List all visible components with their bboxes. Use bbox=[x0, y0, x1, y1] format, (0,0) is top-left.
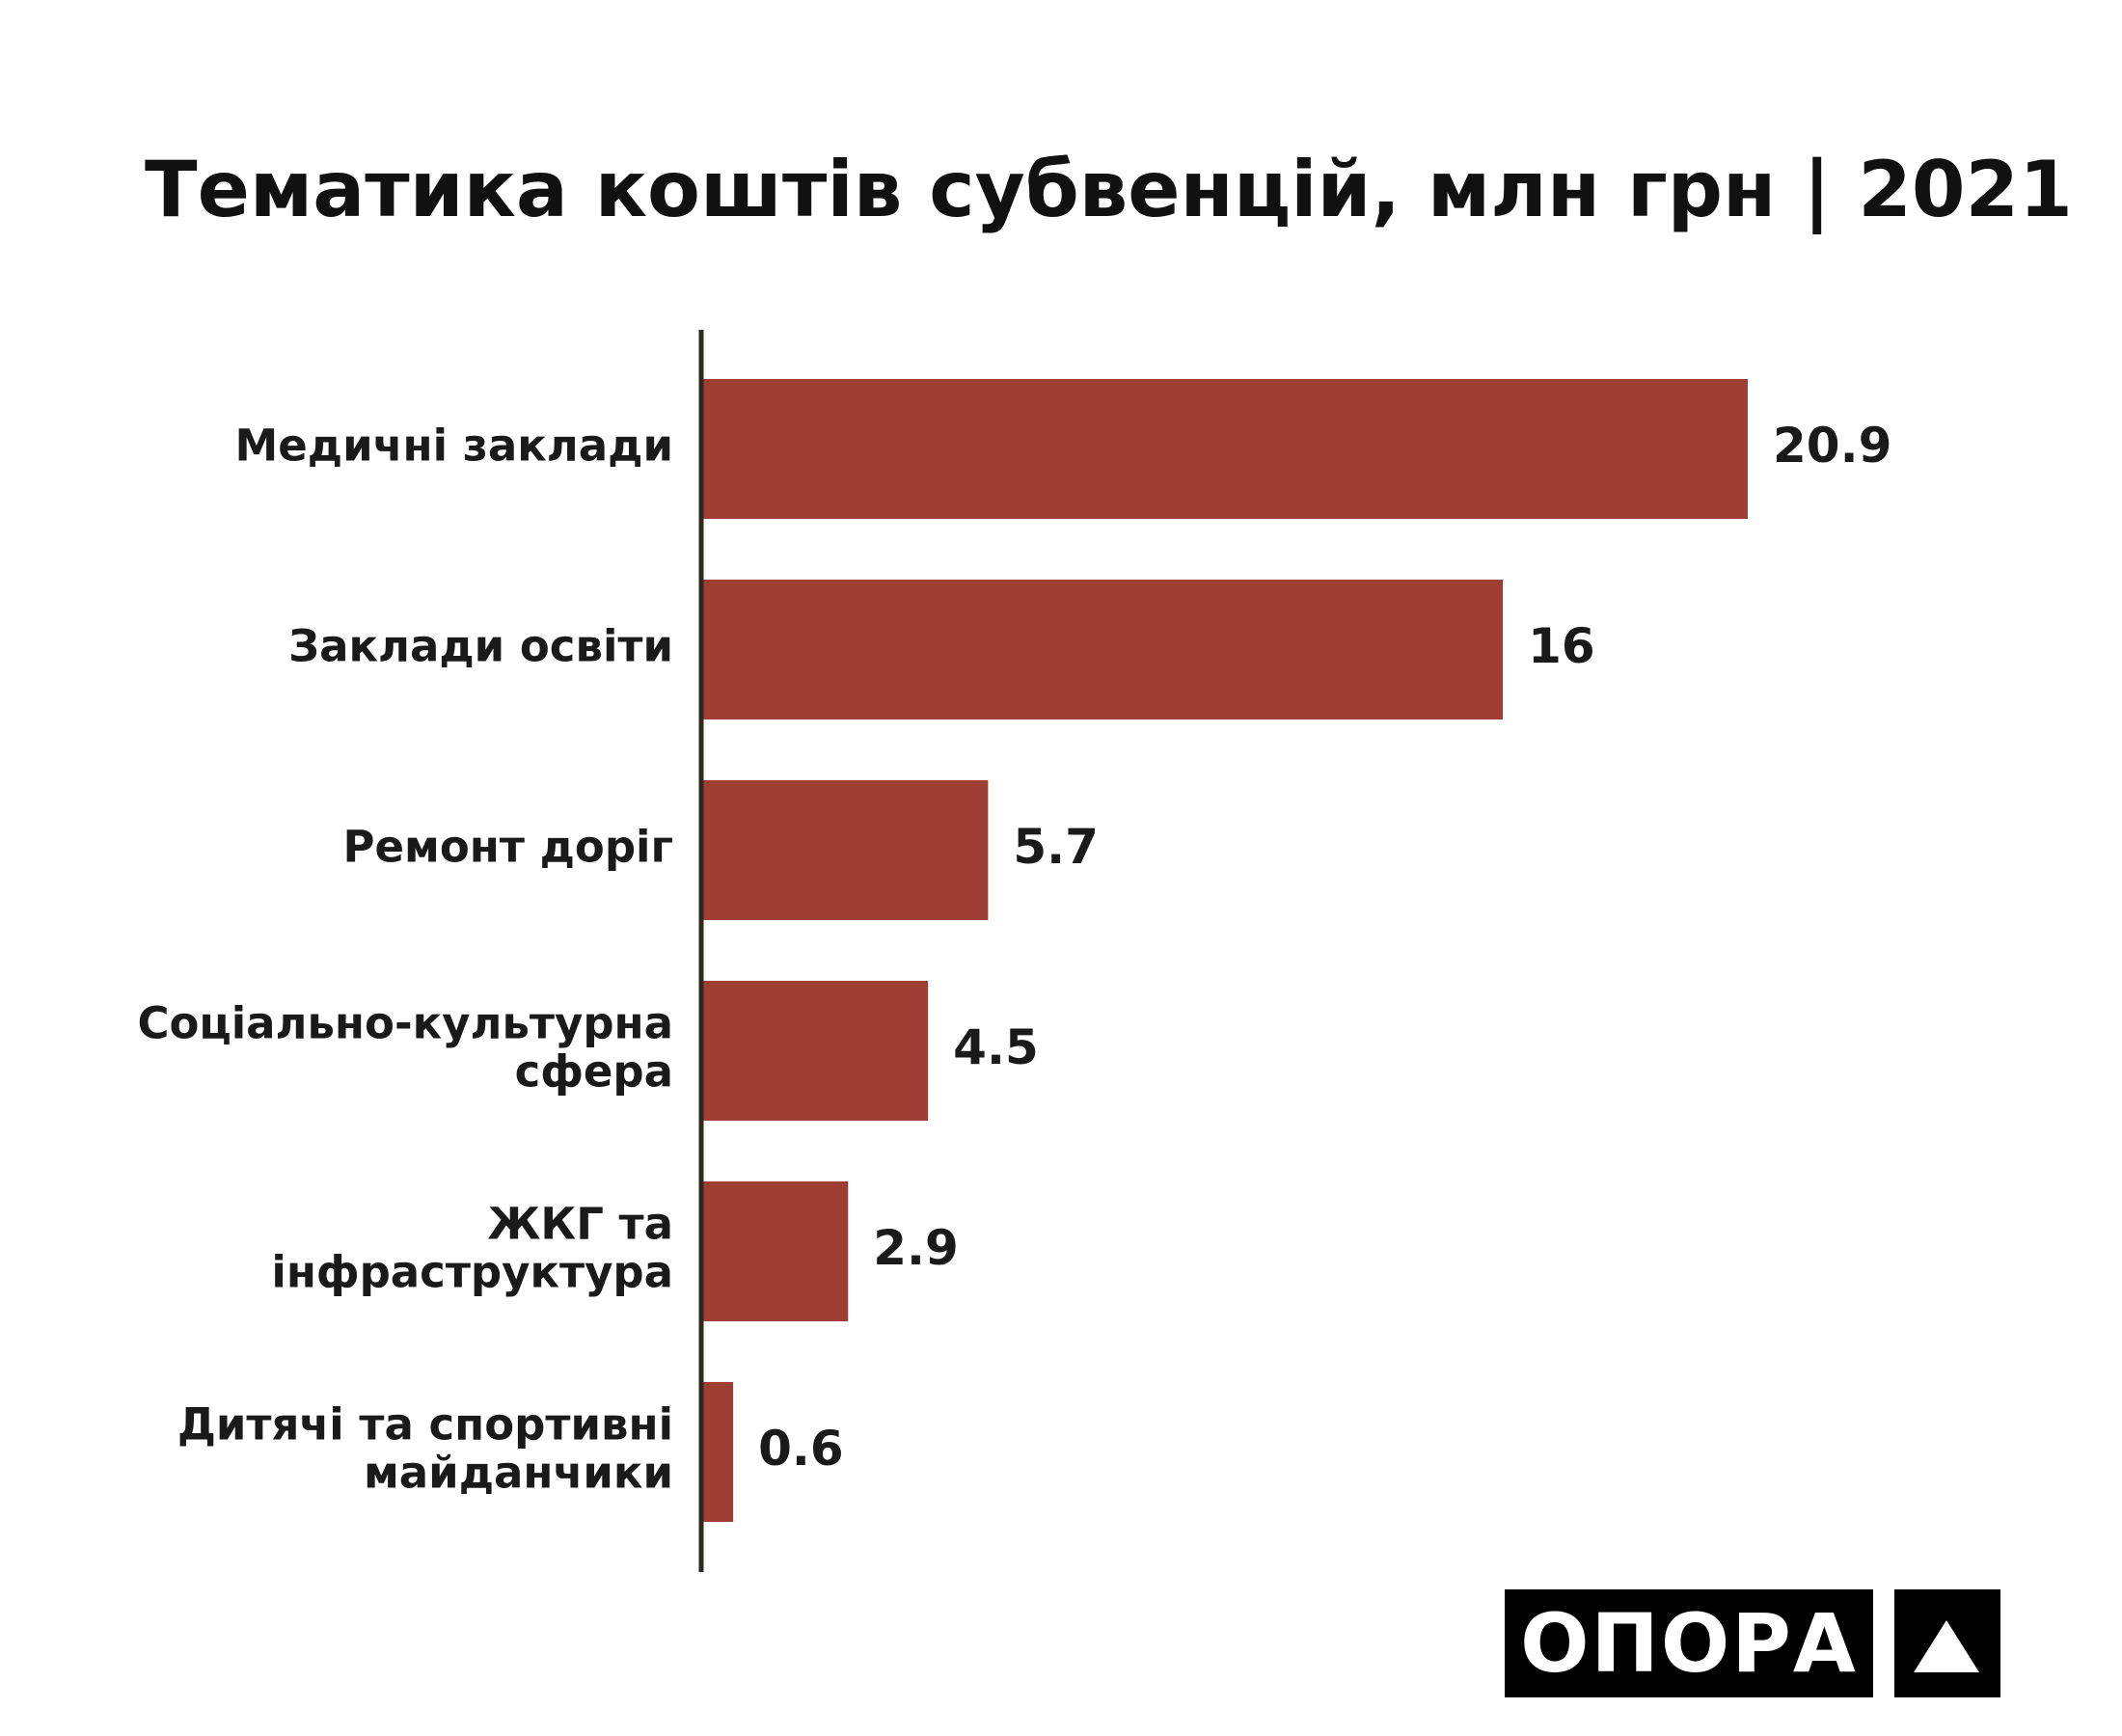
category-label: Соціально-культурна сфера bbox=[137, 998, 673, 1098]
logo-wordmark: ОПОРА bbox=[1505, 1589, 1873, 1697]
value-label: 0.6 bbox=[758, 1421, 844, 1477]
value-labels-group: 20.9 16 5.7 4.5 2.9 0.6 bbox=[758, 418, 1891, 1477]
logo-mark bbox=[1894, 1589, 2000, 1697]
bar bbox=[703, 580, 1504, 719]
value-label: 5.7 bbox=[1013, 819, 1099, 875]
value-label: 20.9 bbox=[1773, 418, 1891, 474]
category-labels-group: Медичні заклади Заклади освіти Ремонт дорі… bbox=[137, 420, 673, 1499]
category-label: Медичні заклади bbox=[234, 420, 673, 472]
bar bbox=[703, 1181, 849, 1321]
category-label: ЖКГ та інфраструктура bbox=[271, 1199, 673, 1298]
opora-logo: ОПОРА bbox=[1505, 1589, 2000, 1697]
bar bbox=[703, 981, 929, 1121]
category-label: Заклади освіти bbox=[288, 621, 673, 672]
bar bbox=[703, 379, 1748, 519]
triangle-icon bbox=[1914, 1620, 1979, 1672]
category-label: Ремонт доріг bbox=[343, 822, 673, 873]
bars-group bbox=[703, 379, 1748, 1522]
value-label: 2.9 bbox=[873, 1220, 959, 1276]
bar bbox=[703, 1382, 734, 1522]
chart-title: Тематика коштів субвенцій, млн грн | 202… bbox=[145, 145, 2073, 234]
category-label: Дитячі та спортивні майданчики bbox=[177, 1399, 673, 1499]
value-label: 4.5 bbox=[953, 1019, 1039, 1075]
value-label: 16 bbox=[1528, 618, 1595, 674]
bar bbox=[703, 780, 989, 920]
